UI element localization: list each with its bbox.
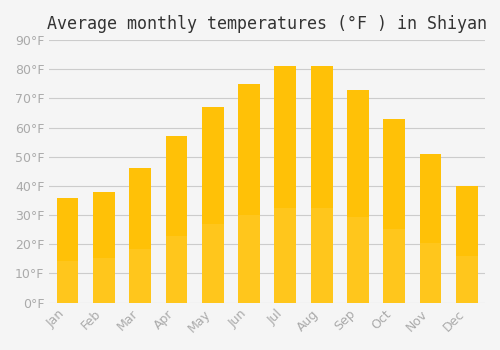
Bar (202, 107, 224, 303)
Bar (384, 229, 405, 303)
Bar (347, 90, 369, 303)
Bar (420, 154, 442, 303)
Bar (456, 186, 477, 303)
Bar (93, 192, 114, 303)
Bar (166, 236, 188, 303)
Bar (274, 208, 296, 303)
Bar (93, 258, 114, 303)
Bar (274, 66, 296, 303)
Bar (238, 215, 260, 303)
Bar (202, 224, 224, 303)
Bar (347, 217, 369, 303)
Bar (129, 249, 151, 303)
Bar (129, 168, 151, 303)
Bar (238, 84, 260, 303)
Bar (310, 66, 332, 303)
Bar (456, 186, 477, 303)
Title: Average monthly temperatures (°F ) in Shiyan: Average monthly temperatures (°F ) in Sh… (47, 15, 487, 33)
Bar (202, 107, 224, 303)
Bar (347, 90, 369, 303)
Bar (310, 208, 332, 303)
Bar (238, 84, 260, 303)
Bar (129, 168, 151, 303)
Bar (56, 261, 78, 303)
Bar (166, 136, 188, 303)
Bar (56, 198, 78, 303)
Bar (310, 66, 332, 303)
Bar (420, 154, 442, 303)
Bar (166, 136, 188, 303)
Bar (93, 192, 114, 303)
Bar (56, 198, 78, 303)
Bar (274, 66, 296, 303)
Bar (384, 119, 405, 303)
Bar (384, 119, 405, 303)
Bar (420, 243, 442, 303)
Bar (456, 256, 477, 303)
